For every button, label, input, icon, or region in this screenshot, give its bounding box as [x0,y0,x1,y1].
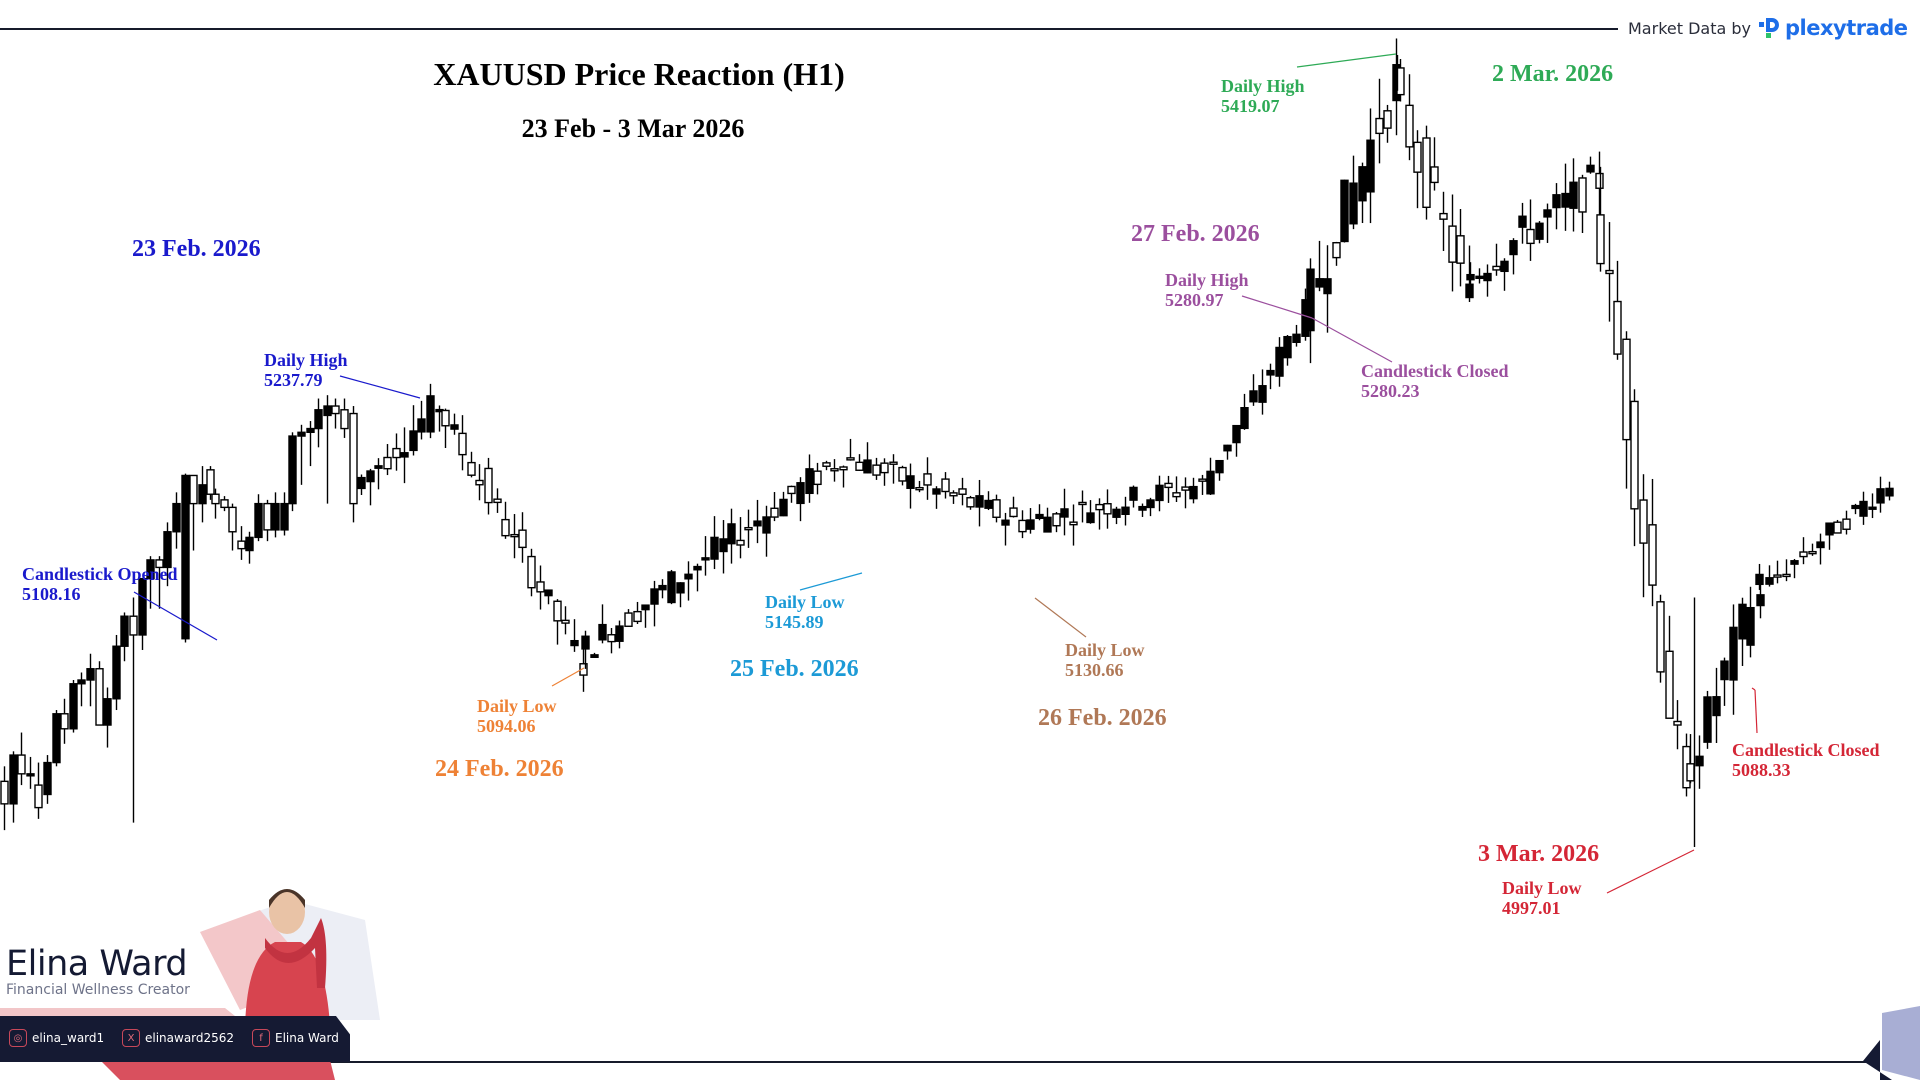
creator-card: Elina Ward Financial Wellness Creator ◎ … [0,870,400,1080]
top-divider [0,28,1618,30]
annotation-feb24-low: Daily Low 5094.06 [477,696,557,736]
instagram-icon: ◎ [9,1029,27,1047]
plexytrade-logo[interactable]: plexytrade [1759,16,1908,40]
facebook-handle: Elina Ward [275,1031,339,1045]
annotation-feb23-high: Daily High 5237.79 [264,350,348,390]
date-label-feb24: 24 Feb. 2026 [435,756,564,782]
annotation-label: Daily Low [477,696,557,716]
annotation-value: 5419.07 [1221,96,1280,117]
annotation-feb23-open: Candlestick Opened 5108.16 [22,564,178,604]
date-label-feb23: 23 Feb. 2026 [132,236,261,262]
annotation-label: Daily Low [1065,640,1145,660]
annotation-value: 5108.16 [22,584,81,605]
social-facebook[interactable]: f Elina Ward [252,1029,339,1047]
corner-ornament [1863,1006,1920,1080]
annotation-label: Daily High [1165,270,1249,290]
annotation-feb27-close: Candlestick Closed 5280.23 [1361,361,1509,401]
annotation-feb26-low: Daily Low 5130.66 [1065,640,1145,680]
date-label-feb26: 26 Feb. 2026 [1038,705,1167,731]
chart-title: XAUUSD Price Reaction (H1) [433,56,845,92]
annotation-label: Candlestick Opened [22,564,178,584]
annotation-label: Daily High [264,350,348,370]
social-instagram[interactable]: ◎ elina_ward1 [9,1029,104,1047]
annotation-mar2-high: Daily High 5419.07 [1221,76,1305,116]
plexytrade-logo-icon [1759,18,1779,38]
annotation-label: Daily Low [1502,878,1582,898]
date-label-mar3: 3 Mar. 2026 [1478,841,1600,867]
facebook-icon: f [252,1029,270,1047]
social-x[interactable]: X elinaward2562 [122,1029,234,1047]
market-data-credit: Market Data by plexytrade [1628,16,1908,40]
annotation-label: Candlestick Closed [1732,740,1880,760]
bottom-divider [330,1061,1870,1063]
annotation-label: Daily High [1221,76,1305,96]
annotation-mar3-low: Daily Low 4997.01 [1502,878,1582,918]
annotation-label: Candlestick Closed [1361,361,1509,381]
annotation-mar3-close: Candlestick Closed 5088.33 [1732,740,1880,780]
x-icon: X [122,1029,140,1047]
date-label-feb27: 27 Feb. 2026 [1131,221,1260,247]
chart-subtitle: 23 Feb - 3 Mar 2026 [521,114,745,143]
annotation-value: 5237.79 [264,370,323,391]
brand-name: plexytrade [1785,16,1908,40]
date-label-feb25: 25 Feb. 2026 [730,656,859,682]
annotation-value: 5130.66 [1065,660,1124,681]
annotation-value: 4997.01 [1502,898,1561,919]
annotation-feb25-low: Daily Low 5145.89 [765,592,845,632]
creator-role: Financial Wellness Creator [6,982,190,998]
annotation-label: Daily Low [765,592,845,612]
annotation-value: 5280.23 [1361,381,1420,402]
date-label-mar2: 2 Mar. 2026 [1492,61,1614,87]
creator-name: Elina Ward [6,944,188,984]
annotation-value: 5280.97 [1165,290,1224,311]
instagram-handle: elina_ward1 [32,1031,105,1045]
social-links-bar: ◎ elina_ward1 X elinaward2562 f Elina Wa… [0,1016,350,1062]
annotation-value: 5094.06 [477,716,536,737]
annotation-feb27-high: Daily High 5280.97 [1165,270,1249,310]
x-handle: elinaward2562 [145,1031,235,1045]
brand-prefix: Market Data by [1628,18,1751,38]
annotation-value: 5088.33 [1732,760,1791,781]
annotation-value: 5145.89 [765,612,824,633]
